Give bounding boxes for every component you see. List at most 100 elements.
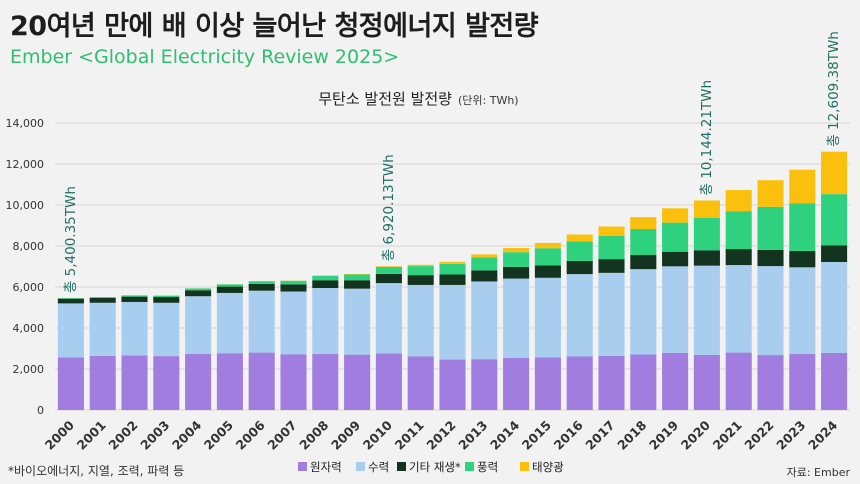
legend-label: 수력 [368, 460, 389, 474]
bar-segment [598, 355, 625, 410]
bar-segment [566, 234, 593, 242]
bar-segment [216, 353, 243, 410]
x-tick-label: 2015 [519, 418, 554, 453]
bar-segment [57, 298, 84, 304]
bar-segment [821, 261, 848, 354]
bar-segment [407, 284, 434, 357]
bar-segment [439, 263, 466, 275]
bar-segment [153, 295, 180, 298]
bar-segment [280, 280, 307, 285]
x-tick-label: 2000 [42, 417, 77, 452]
bar-segment [439, 284, 466, 360]
bar-segment [439, 274, 466, 285]
bar-segment [534, 357, 561, 410]
bar-segment [312, 275, 339, 281]
bar-segment [248, 281, 275, 284]
bar-segment [630, 228, 657, 256]
bar-segment [725, 190, 752, 212]
bar-segment [630, 255, 657, 270]
bar-segment [185, 296, 212, 354]
bar-segment [503, 278, 530, 358]
total-annotation: 총 6,920.13TWh [381, 154, 397, 261]
x-axis-ticks: 2000200120022003200420052006200720082009… [42, 417, 841, 452]
bar-segment [89, 297, 116, 303]
bar-segment [598, 235, 625, 260]
bar-segment [566, 274, 593, 357]
x-tick-label: 2001 [74, 418, 109, 453]
total-annotation: 총 5,400.35TWh [63, 186, 79, 293]
x-tick-label: 2007 [264, 418, 299, 453]
bar-segment [439, 261, 466, 264]
bar-segment [662, 208, 689, 223]
bar-segment [789, 203, 816, 251]
bar-segment [503, 248, 530, 253]
bars [57, 151, 848, 410]
bar-segment [375, 283, 402, 354]
bar-segment [153, 302, 180, 357]
bar-segment [280, 291, 307, 355]
annotations: 총 5,400.35TWh 총 6,920.13TWh 총 10,144.21TWh… [63, 31, 842, 293]
bar-segment [630, 269, 657, 355]
x-tick-label: 2012 [423, 418, 458, 453]
x-tick-label: 2021 [710, 418, 745, 453]
total-annotation: 총 10,144.21TWh [699, 80, 715, 196]
bar-segment [789, 353, 816, 410]
bar-segment [630, 354, 657, 410]
bar-segment [757, 249, 784, 267]
bar-segment [693, 265, 720, 355]
bar-segment [471, 281, 498, 360]
bar-segment [725, 265, 752, 353]
x-tick-label: 2003 [137, 418, 172, 453]
bar-segment [89, 297, 116, 298]
bar-segment [566, 356, 593, 410]
bar-segment [534, 277, 561, 358]
x-tick-label: 2018 [614, 418, 649, 453]
bar-segment [471, 254, 498, 258]
x-tick-label: 2024 [805, 417, 840, 452]
bar-segment [630, 217, 657, 229]
bar-segment [280, 284, 307, 292]
bar-segment [312, 353, 339, 410]
bar-segment [121, 301, 148, 356]
bar-segment [757, 180, 784, 207]
x-tick-label: 2010 [360, 417, 395, 452]
legend-swatch [397, 462, 406, 471]
y-tick-label: 10,000 [6, 199, 45, 212]
bar-segment [566, 260, 593, 275]
bar-segment [566, 241, 593, 261]
x-tick-label: 2022 [741, 418, 776, 453]
bar-segment [471, 359, 498, 410]
bar-segment [662, 266, 689, 353]
bar-segment [57, 298, 84, 299]
bar-segment [662, 222, 689, 252]
y-tick-label: 4,000 [13, 322, 45, 335]
bar-segment [471, 257, 498, 271]
bar-segment [821, 353, 848, 410]
bar-segment [534, 265, 561, 278]
bar-segment [598, 272, 625, 356]
bar-segment [725, 211, 752, 250]
bar-segment [439, 359, 466, 410]
bar-segment [216, 284, 243, 287]
bar-segment [693, 200, 720, 218]
bar-segment [121, 295, 148, 297]
chart-unit-note: (단위: TWh) [458, 94, 519, 107]
bar-segment [662, 352, 689, 410]
bar-segment [344, 354, 371, 410]
bar-segment [89, 302, 116, 356]
bar-segment [693, 217, 720, 251]
legend-label: 기타 재생* [409, 460, 461, 474]
bar-segment [725, 249, 752, 266]
bar-segment [121, 296, 148, 302]
bar-segment [789, 250, 816, 268]
bar-segment [216, 292, 243, 354]
bar-segment [375, 273, 402, 284]
x-tick-label: 2004 [169, 417, 204, 452]
bar-segment [375, 266, 402, 267]
bar-segment [153, 297, 180, 303]
y-tick-label: 2,000 [13, 363, 45, 376]
legend: 원자력 수력 기타 재생* 풍력 태양광 [298, 460, 564, 474]
bar-segment [185, 288, 212, 291]
bar-segment [821, 194, 848, 246]
bar-segment [57, 303, 84, 358]
